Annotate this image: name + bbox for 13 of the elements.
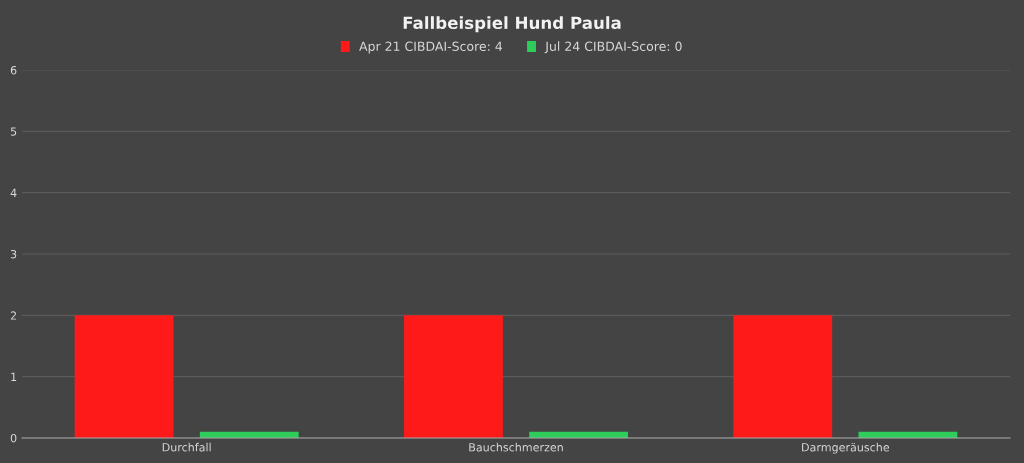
legend-label: Jul 24 CIBDAI-Score: 0 xyxy=(544,41,682,54)
y-tick-label: 6 xyxy=(10,65,17,75)
x-tick-label: Durchfall xyxy=(162,442,211,452)
y-tick-label: 4 xyxy=(10,188,17,197)
x-tick-label: Darmgeräusche xyxy=(802,442,890,454)
y-tick-label: 2 xyxy=(10,311,17,320)
chart-title: Fallbeispiel Hund Paula xyxy=(403,16,621,33)
y-tick-label: 1 xyxy=(11,372,17,381)
y-tick-label: 5 xyxy=(10,127,17,136)
legend-label: Apr 21 CIBDAI-Score: 4 xyxy=(359,41,503,54)
x-tick-label: Bauchschmerzen xyxy=(469,442,563,452)
y-tick-label: 3 xyxy=(10,249,17,259)
y-tick-label: 0 xyxy=(10,433,17,443)
